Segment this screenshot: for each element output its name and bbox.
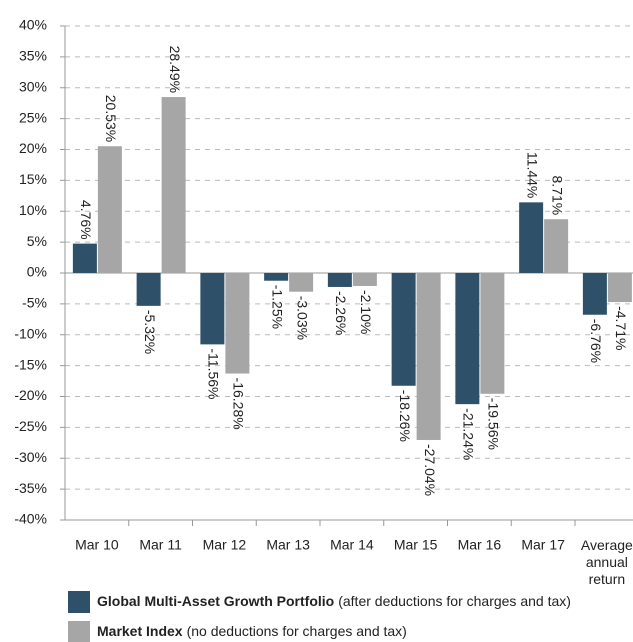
- x-tick-label: Mar 12: [203, 537, 247, 553]
- legend-note: (after deductions for charges and tax): [338, 593, 571, 609]
- y-tick-label: -20%: [14, 387, 47, 403]
- legend-swatch: [68, 591, 90, 613]
- y-tick-label: 0%: [27, 264, 47, 280]
- legend-swatch: [68, 621, 90, 642]
- y-tick-label: 5%: [27, 233, 47, 249]
- bar: [289, 273, 314, 292]
- legend-label: Global Multi-Asset Growth Portfolio (afte…: [97, 593, 571, 609]
- bar: [136, 273, 161, 306]
- y-tick-label: -40%: [14, 511, 47, 527]
- data-label: -2.26%: [333, 291, 349, 335]
- bar: [72, 243, 97, 273]
- data-label: -3.03%: [294, 296, 310, 340]
- data-label: -18.26%: [397, 390, 413, 442]
- bar: [455, 273, 480, 405]
- bar: [161, 97, 186, 273]
- y-tick-label: -15%: [14, 356, 47, 372]
- x-tick-label: Mar 15: [394, 537, 438, 553]
- data-label: -16.28%: [231, 378, 247, 430]
- x-tick-label: Average annual return: [581, 537, 633, 587]
- y-tick-label: 35%: [19, 48, 47, 64]
- y-tick-label: 15%: [19, 171, 47, 187]
- data-label: -27.04%: [422, 444, 438, 496]
- x-tick-label: Mar 14: [330, 537, 374, 553]
- x-tick-label: Mar 16: [458, 537, 502, 553]
- y-tick-label: 25%: [19, 109, 47, 125]
- bar: [391, 273, 416, 386]
- legend-label: Market Index (no deductions for charges a…: [97, 623, 407, 639]
- y-tick-label: -35%: [14, 480, 47, 496]
- data-label: 11.44%: [524, 152, 540, 198]
- bar: [225, 273, 250, 374]
- y-tick-label: 20%: [19, 140, 47, 156]
- data-label: -1.25%: [269, 285, 285, 329]
- data-label: -2.10%: [358, 290, 374, 334]
- x-tick-label: Mar 17: [521, 537, 565, 553]
- data-label: -6.76%: [588, 319, 604, 363]
- data-label: 8.71%: [549, 176, 565, 216]
- y-tick-label: 10%: [19, 202, 47, 218]
- bar: [607, 273, 632, 303]
- y-tick-label: 30%: [19, 78, 47, 94]
- legend-name: Market Index: [97, 623, 183, 639]
- y-tick-label: -25%: [14, 418, 47, 434]
- x-tick-label: Mar 13: [266, 537, 310, 553]
- x-tick-label: Mar 11: [139, 537, 182, 553]
- y-tick-label: 40%: [19, 17, 47, 33]
- data-label: -4.71%: [613, 306, 629, 350]
- data-label: 28.49%: [167, 46, 183, 93]
- data-label: -5.32%: [142, 310, 158, 354]
- y-tick-label: -5%: [22, 295, 47, 311]
- bar: [416, 273, 441, 440]
- data-label: -21.24%: [461, 408, 477, 460]
- bar: [352, 273, 377, 286]
- data-label: 20.53%: [103, 95, 119, 142]
- bar: [519, 202, 544, 273]
- x-tick-label: Mar 10: [75, 537, 119, 553]
- data-label: -11.56%: [206, 348, 222, 399]
- data-label: -19.56%: [486, 398, 502, 450]
- bar: [327, 273, 352, 287]
- bar: [264, 273, 289, 281]
- bar: [544, 219, 569, 273]
- bar: [480, 273, 505, 394]
- legend-name: Global Multi-Asset Growth Portfolio: [97, 593, 334, 609]
- y-tick-label: -30%: [14, 449, 47, 465]
- data-label: 4.76%: [78, 200, 94, 240]
- legend-note: (no deductions for charges and tax): [187, 623, 407, 639]
- bar: [200, 273, 225, 345]
- bar: [582, 273, 607, 315]
- y-tick-label: -10%: [14, 325, 47, 341]
- bar: [97, 146, 122, 273]
